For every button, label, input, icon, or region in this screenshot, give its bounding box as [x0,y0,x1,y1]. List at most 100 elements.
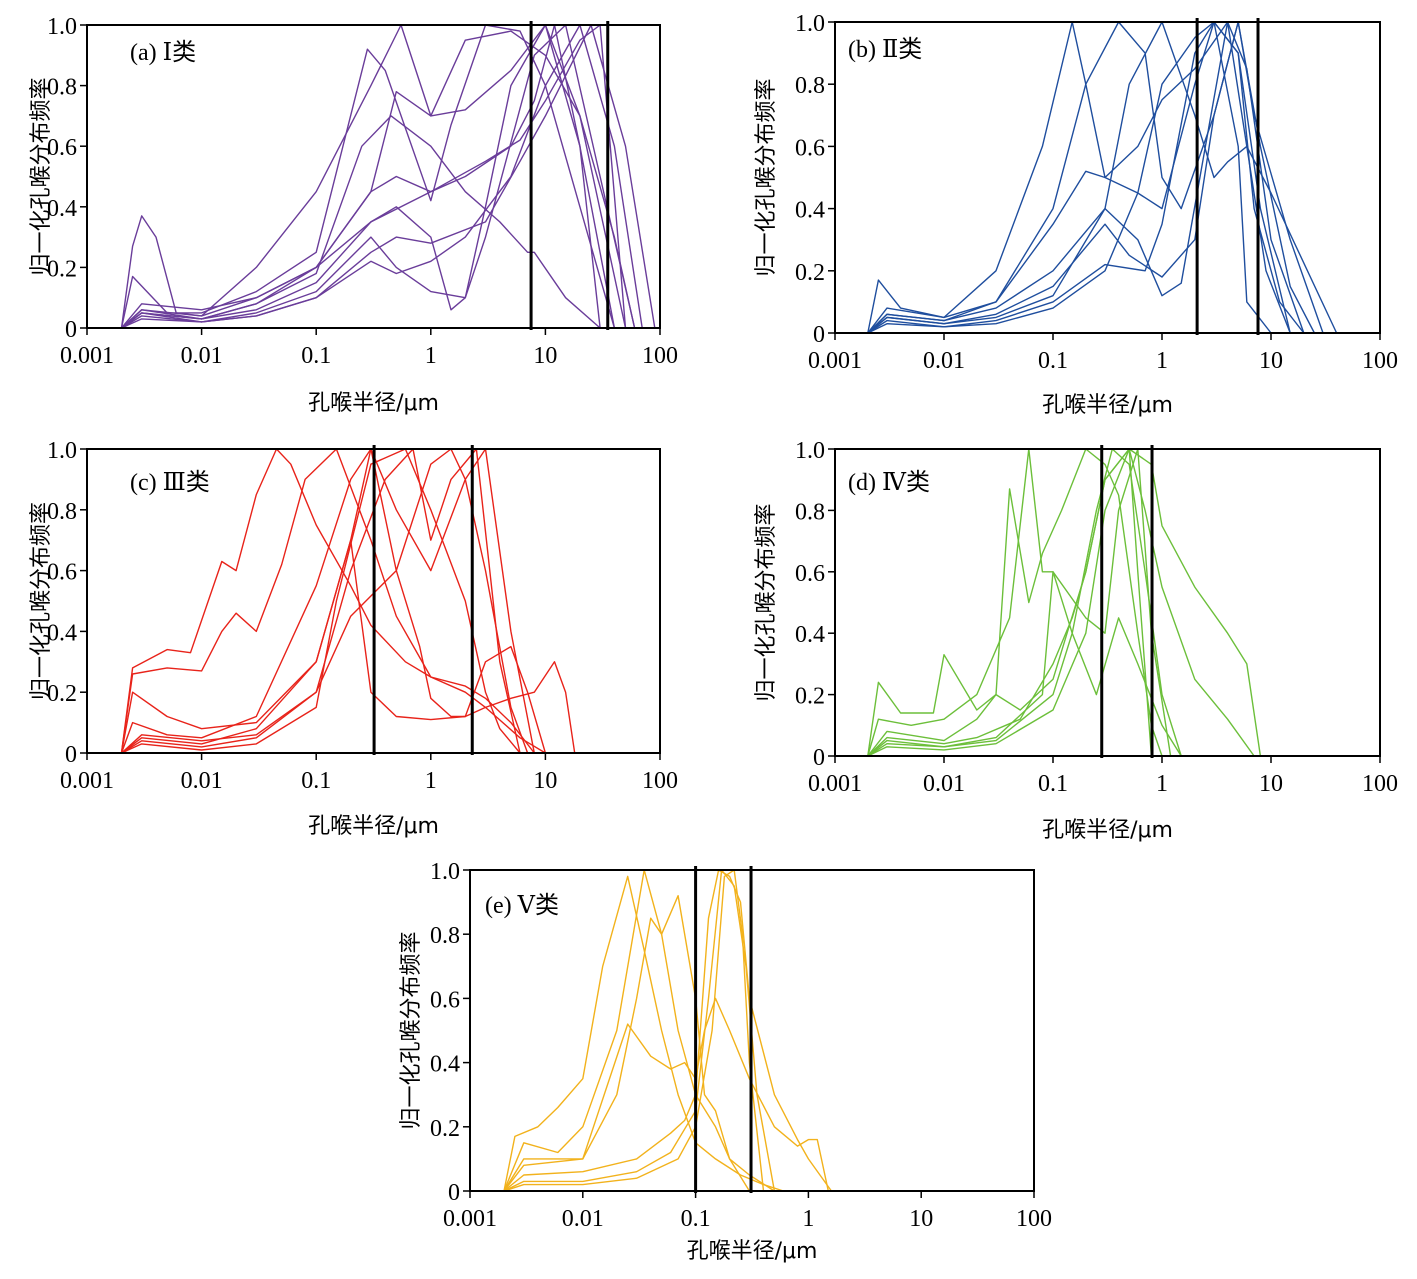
series-line-4 [503,997,829,1192]
y-tick-label: 0.2 [47,256,77,282]
x-tick-label: 0.1 [301,343,331,369]
x-tick-label: 10 [533,343,557,369]
series-line-3 [867,21,1305,334]
x-tick-label: 0.001 [60,768,114,794]
series-line-3 [120,24,601,329]
series-line-3 [120,448,576,754]
x-tick-label: 10 [1259,348,1283,374]
series-line-1 [867,21,1291,334]
y-tick-label: 0.8 [47,499,77,525]
x-tick-label: 0.001 [60,343,114,369]
y-tick-label: 0.8 [795,73,825,99]
x-tick-label: 1 [1156,348,1168,374]
y-tick-label: 0.6 [430,987,460,1013]
panel-e: 0.001 0.01 0.1 1 10 100 0 0.2 0.4 0.6 0.8 1.0 (e) Ⅴ类… [399,859,1052,1264]
y-tick-label: 0 [65,742,77,768]
y-tick-label: 0.8 [795,499,825,525]
x-tick-label: 10 [1259,771,1283,797]
series-line-8 [121,448,529,754]
x-tick-label: 1 [1156,771,1168,797]
x-tick-label: 0.001 [808,771,862,797]
y-tick-label: 0.6 [795,561,825,587]
plot-frame [834,21,1381,334]
series-line-2 [120,24,616,329]
y-tick-label: 0 [813,322,825,348]
series-group [503,869,1034,1192]
x-tick-label: 0.1 [1038,348,1068,374]
series-line-10 [121,24,616,329]
series-line-7 [503,869,765,1192]
series-line-9 [121,24,627,329]
series-group [867,21,1380,334]
plot-frame [834,448,1381,757]
series-line-6 [503,869,776,1192]
series-group [867,448,1380,757]
x-tick-label: 0.1 [681,1206,711,1232]
y-tick-label: 0.2 [430,1116,460,1142]
series-line-7 [867,21,1291,334]
series-line-2 [867,448,1182,757]
y-tick-label: 0.4 [47,196,77,222]
panel-c: 0.001 0.01 0.1 1 10 100 0 0.2 0.4 0.6 0.8 1.0 (c) Ⅲ类… [29,438,678,839]
y-tick-label: 0.8 [47,75,77,101]
y-tick-label: 0 [65,317,77,343]
y-tick-label: 0.6 [47,560,77,586]
panel-title: (c) Ⅲ类 [130,469,210,496]
y-tick-label: 1.0 [47,14,77,40]
y-axis-title: 归一化孔喉分布频率 [399,931,424,1129]
y-axis-title: 归一化孔喉分布频率 [754,503,779,701]
y-tick-label: 0 [448,1180,460,1206]
x-tick-label: 0.01 [181,768,223,794]
y-tick-label: 1.0 [430,859,460,885]
panel-d: 0.001 0.01 0.1 1 10 100 0 0.2 0.4 0.6 0.8 1.0 (d) Ⅳ类… [754,438,1398,843]
series-line-6 [867,448,1172,757]
panel-title: (b) Ⅱ类 [848,36,922,63]
x-tick-label: 0.01 [923,771,965,797]
x-tick-label: 1 [802,1206,814,1232]
series-group [120,24,660,329]
x-tick-label: 1 [425,343,437,369]
series-line-4 [867,448,1255,757]
x-tick-label: 1 [425,768,437,794]
x-tick-label: 100 [1362,348,1398,374]
y-tick-label: 0.6 [795,135,825,161]
x-axis-title: 孔喉半径/μm [308,814,439,839]
y-tick-label: 1.0 [795,438,825,464]
series-line-5 [867,21,1338,334]
panel-title: (e) Ⅴ类 [485,892,559,919]
series-line-7 [121,448,521,754]
y-tick-label: 0 [813,745,825,771]
x-axis-title: 孔喉半径/μm [687,1239,818,1264]
panel-title: (a) Ⅰ类 [130,39,196,66]
y-axis-title: 归一化孔喉分布频率 [754,78,779,276]
panel-title: (d) Ⅳ类 [848,469,930,496]
x-tick-label: 0.001 [443,1206,497,1232]
x-tick-label: 100 [642,343,678,369]
series-line-6 [867,21,1305,334]
y-tick-label: 0.8 [430,923,460,949]
series-line-4 [120,539,547,754]
y-tick-label: 0.2 [795,260,825,286]
x-tick-label: 0.01 [923,348,965,374]
x-tick-label: 0.1 [301,768,331,794]
x-tick-label: 10 [533,768,557,794]
series-line-8 [121,24,656,329]
x-tick-label: 0.001 [808,348,862,374]
x-tick-label: 0.01 [562,1206,604,1232]
y-tick-label: 0.4 [795,622,825,648]
series-line-8 [867,21,1272,334]
series-line-5 [503,869,832,1192]
x-axis-title: 孔喉半径/μm [308,391,439,416]
x-tick-label: 10 [909,1206,933,1232]
x-tick-label: 100 [642,768,678,794]
plot-frame [86,24,661,329]
panel-a: 0.001 0.01 0.1 1 10 100 0 0.2 0.4 0.6 0.8 1.0 (a) Ⅰ类… [29,14,678,416]
series-line-1 [120,24,636,329]
x-tick-label: 0.1 [1038,771,1068,797]
y-tick-label: 0.4 [47,620,77,646]
x-tick-label: 100 [1362,771,1398,797]
series-line-3 [503,895,750,1192]
series-line-1 [867,448,1163,757]
series-line-1 [503,875,784,1192]
